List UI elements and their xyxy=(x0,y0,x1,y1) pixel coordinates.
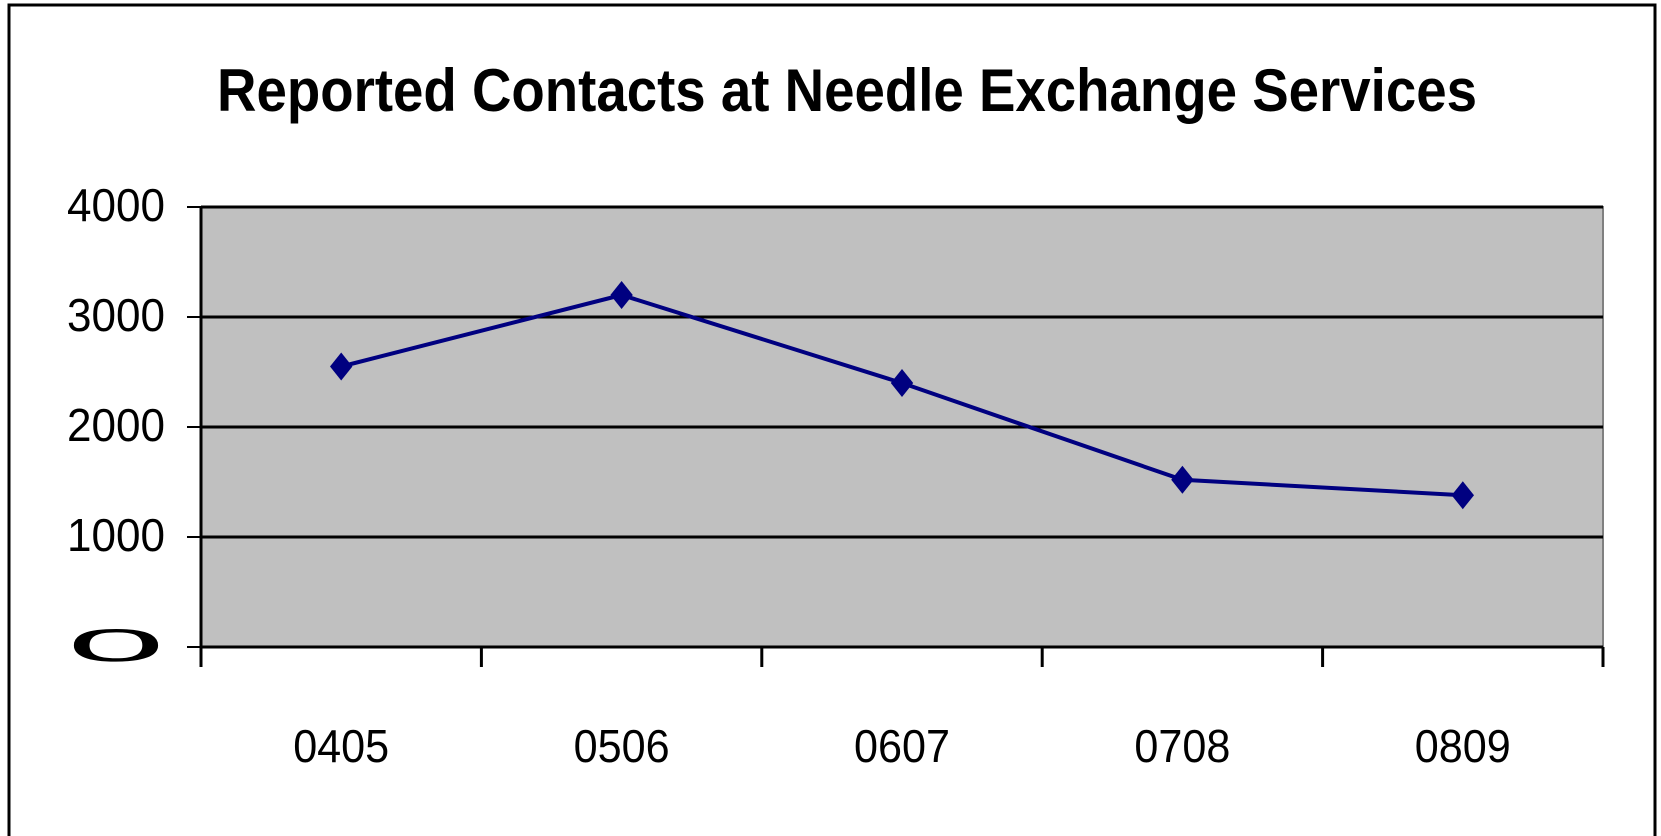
y-tick-label: 1000 xyxy=(67,509,165,561)
y-tick-label: 0 xyxy=(67,619,165,671)
y-tick-label: 4000 xyxy=(67,179,165,231)
chart-title: Reported Contacts at Needle Exchange Ser… xyxy=(217,57,1477,124)
data-marker xyxy=(1171,465,1194,494)
x-tick-label: 0809 xyxy=(1415,720,1511,772)
data-marker xyxy=(330,352,353,381)
data-marker xyxy=(1451,481,1474,510)
data-marker xyxy=(610,281,633,309)
x-tick-label: 0708 xyxy=(1134,720,1230,772)
x-tick-label: 0607 xyxy=(854,720,950,772)
x-tick-label: 0506 xyxy=(574,720,670,772)
data-marker xyxy=(890,369,914,397)
y-tick-label: 3000 xyxy=(67,289,165,341)
x-tick-label: 0405 xyxy=(293,720,389,772)
y-tick-label: 2000 xyxy=(67,399,165,451)
